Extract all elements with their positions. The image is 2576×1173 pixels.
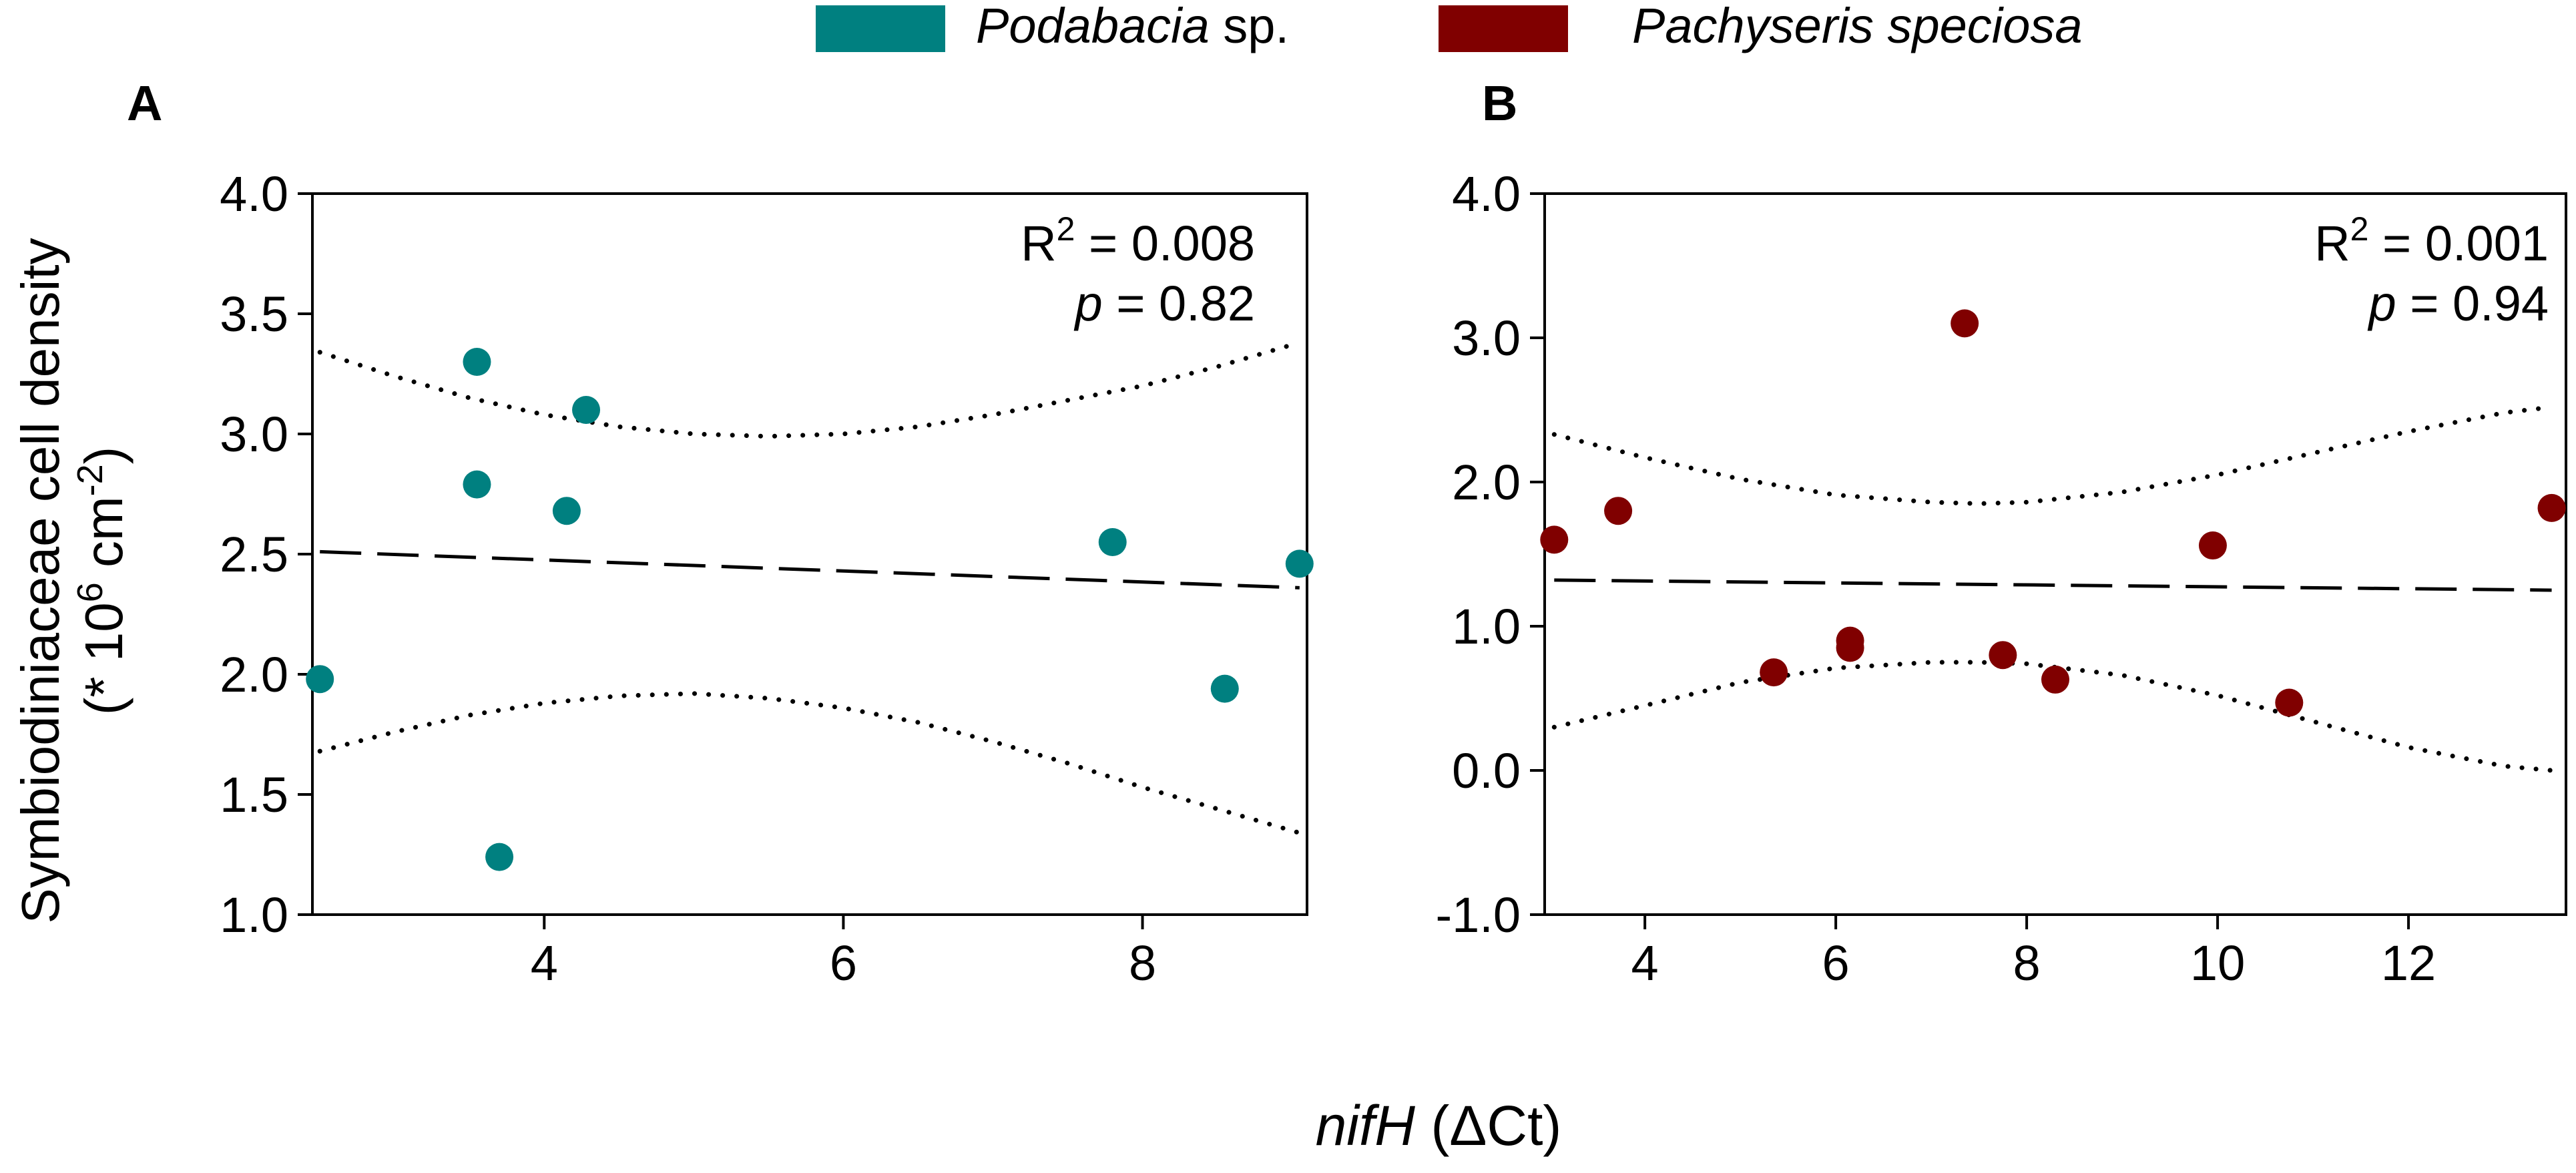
legend-label-0-suffix: sp. bbox=[1210, 0, 1289, 53]
panel-label: B bbox=[1482, 75, 1517, 131]
x-tick-label: 4 bbox=[531, 935, 558, 991]
legend-label-1-name: Pachyseris speciosa bbox=[1632, 0, 2083, 53]
r-squared-annotation: R2 = 0.001 bbox=[2314, 210, 2549, 271]
y-tick-label: 1.0 bbox=[220, 887, 288, 943]
x-tick-label: 12 bbox=[2381, 935, 2436, 991]
data-point bbox=[1604, 497, 1633, 525]
regression-line bbox=[320, 549, 1300, 590]
y-axis-title-exp1: 6 bbox=[70, 582, 110, 602]
data-point bbox=[1285, 549, 1314, 578]
y-tick-label: 4.0 bbox=[220, 166, 288, 222]
lower-confidence-band bbox=[1551, 660, 2555, 773]
legend-swatch-1 bbox=[1439, 5, 1568, 52]
p-value-annotation: p = 0.94 bbox=[2367, 276, 2549, 331]
y-axis-title-line2: (* 106 cm-2) bbox=[70, 447, 134, 716]
legend-label-0: Podabacia sp. bbox=[976, 0, 1289, 53]
y-axis-title-end: ) bbox=[74, 447, 134, 465]
data-point bbox=[2275, 688, 2304, 717]
y-tick-label: 2.0 bbox=[1452, 455, 1521, 510]
data-point bbox=[1951, 309, 1979, 338]
data-point bbox=[1989, 641, 2017, 670]
data-point bbox=[572, 396, 601, 424]
x-tick-label: 4 bbox=[1631, 935, 1659, 991]
x-tick-label: 8 bbox=[2013, 935, 2041, 991]
data-point bbox=[306, 665, 334, 694]
p-value-annotation: p = 0.82 bbox=[1073, 276, 1255, 331]
x-axis-title-rest: (ΔCt) bbox=[1415, 1094, 1561, 1157]
data-point bbox=[1540, 525, 1569, 554]
r-squared-annotation: R2 = 0.008 bbox=[1021, 210, 1255, 271]
y-axis-title-prefix: (* 10 bbox=[74, 602, 134, 715]
y-tick-label: 0.0 bbox=[1452, 743, 1521, 798]
panel-label: A bbox=[127, 75, 162, 131]
p-value-number: = 0.94 bbox=[2396, 276, 2549, 331]
lower-confidence-band bbox=[317, 691, 1302, 836]
data-point bbox=[1098, 528, 1127, 556]
legend-swatch-0 bbox=[816, 5, 945, 52]
r-squared-exponent: 2 bbox=[1057, 210, 1075, 248]
x-tick-label: 6 bbox=[1822, 935, 1850, 991]
data-point bbox=[1760, 658, 1788, 687]
r-squared-value: = 0.001 bbox=[2368, 216, 2549, 271]
y-axis-title-exp2: -2 bbox=[70, 464, 110, 496]
plot-frame bbox=[1543, 192, 2567, 916]
data-point bbox=[1836, 634, 1864, 662]
y-tick-label: 4.0 bbox=[1452, 166, 1521, 222]
y-axis-title-line1: Symbiodiniaceae cell density bbox=[11, 238, 70, 923]
y-tick-label: 1.0 bbox=[1452, 599, 1521, 654]
data-point bbox=[463, 470, 491, 499]
data-point bbox=[485, 843, 514, 871]
y-axis-title-mid: cm bbox=[74, 496, 134, 582]
x-tick-label: 8 bbox=[1129, 935, 1156, 991]
r-squared-prefix: R bbox=[1021, 216, 1056, 271]
data-point bbox=[2537, 493, 2566, 522]
p-value-label: p bbox=[2367, 276, 2396, 331]
y-tick-label: 1.5 bbox=[220, 767, 288, 823]
p-value-number: = 0.82 bbox=[1103, 276, 1255, 331]
upper-confidence-band bbox=[1551, 405, 2555, 506]
data-point bbox=[552, 497, 581, 525]
r-squared-prefix: R bbox=[2314, 216, 2350, 271]
y-tick-label: 3.0 bbox=[220, 407, 288, 462]
y-tick-label: 3.0 bbox=[1452, 310, 1521, 366]
x-axis-title-italic: nifH bbox=[1316, 1094, 1416, 1157]
regression-line bbox=[1554, 578, 2552, 592]
y-axis-title: Symbiodiniaceae cell density (* 106 cm-2… bbox=[11, 238, 134, 923]
x-tick-label: 10 bbox=[2190, 935, 2245, 991]
data-point bbox=[2041, 665, 2069, 694]
r-squared-value: = 0.008 bbox=[1075, 216, 1255, 271]
y-tick-label: -1.0 bbox=[1435, 887, 1521, 943]
y-tick-label: 3.5 bbox=[220, 286, 288, 342]
x-axis-title: nifH (ΔCt) bbox=[1316, 1094, 1562, 1157]
y-tick-label: 2.0 bbox=[220, 647, 288, 702]
data-point bbox=[1210, 674, 1239, 703]
legend-label-1: Pachyseris speciosa bbox=[1632, 0, 2083, 53]
legend-label-0-name: Podabacia bbox=[976, 0, 1210, 53]
upper-confidence-band bbox=[317, 340, 1302, 439]
x-tick-label: 6 bbox=[830, 935, 857, 991]
y-tick-label: 2.5 bbox=[220, 527, 288, 582]
data-point bbox=[463, 348, 491, 376]
p-value-label: p bbox=[1073, 276, 1102, 331]
r-squared-exponent: 2 bbox=[2350, 210, 2369, 248]
data-point bbox=[2198, 531, 2227, 560]
legend: Podabacia sp. Pachyseris speciosa bbox=[816, 0, 2083, 53]
